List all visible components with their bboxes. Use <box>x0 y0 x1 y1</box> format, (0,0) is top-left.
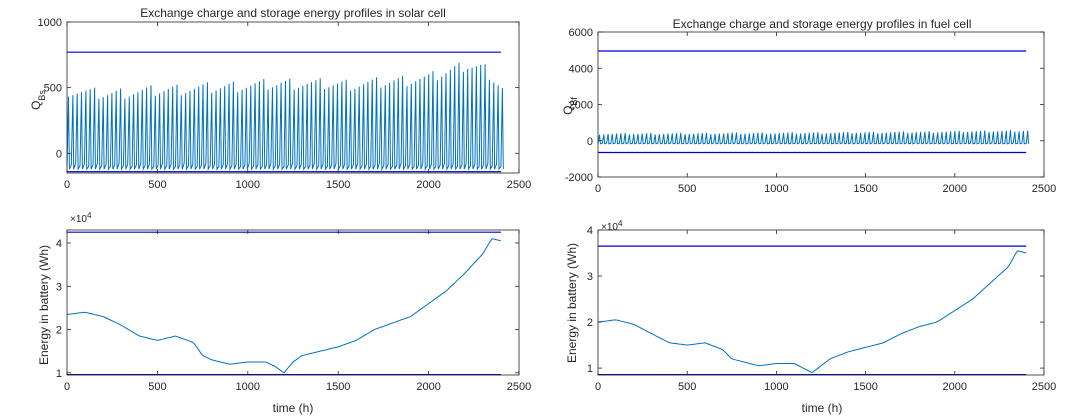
data-series <box>66 238 502 374</box>
x-axis-label: time (h) <box>802 401 843 415</box>
axes-frame <box>66 21 520 174</box>
y-axis-label: Energy in battery (Wh) <box>565 243 579 363</box>
x-tick-label: 500 <box>148 381 166 393</box>
axes-frame <box>597 229 1045 376</box>
x-tick-label: 2000 <box>943 183 967 195</box>
data-series <box>66 62 504 172</box>
x-tick-label: 1500 <box>853 183 877 195</box>
y-tick-label: 2000 <box>569 100 593 112</box>
x-tick-label: 1000 <box>764 381 788 393</box>
axis-ticks: 0 500 1000 1500 2000 2500 1 2 3 4 <box>587 225 1056 393</box>
y-tick-label: 2 <box>56 325 62 337</box>
y-tick-label: 4 <box>56 238 62 250</box>
y-tick-label: 3 <box>587 271 593 283</box>
x-tick-label: 1000 <box>764 183 788 195</box>
y-tick-label: 3 <box>56 281 62 293</box>
x-tick-label: 500 <box>678 183 696 195</box>
axes-frame <box>597 31 1045 178</box>
y-tick-label: 1 <box>587 363 593 375</box>
x-tick-label: 1000 <box>236 179 260 191</box>
x-tick-label: 2500 <box>1032 183 1056 195</box>
series-line <box>597 130 1029 145</box>
y-axis-label: QBs <box>29 90 47 110</box>
x-tick-label: 0 <box>595 381 601 393</box>
x-tick-label: 2000 <box>416 381 440 393</box>
y-tick-label: -2000 <box>565 172 593 184</box>
fuel-battery-energy-plot: ×104 Energy in battery (Wh) time (h) 0 50… <box>565 219 1056 416</box>
x-tick-label: 1500 <box>326 381 350 393</box>
exponent-label: ×104 <box>70 211 92 226</box>
x-tick-label: 0 <box>64 179 70 191</box>
x-tick-label: 1500 <box>853 381 877 393</box>
x-tick-label: 2500 <box>1032 381 1056 393</box>
x-tick-label: 2500 <box>507 381 531 393</box>
y-axis-label: QBf <box>561 97 579 115</box>
x-tick-label: 0 <box>595 183 601 195</box>
x-tick-label: 2000 <box>416 179 440 191</box>
y-tick-label: 1000 <box>38 17 62 29</box>
y-tick-label: 2 <box>587 317 593 329</box>
x-tick-label: 500 <box>148 179 166 191</box>
series-line <box>66 62 504 172</box>
y-tick-label: 1 <box>56 368 62 380</box>
x-tick-label: 2500 <box>507 179 531 191</box>
y-axis-label: Energy in battery (Wh) <box>37 245 51 365</box>
y-tick-label: 500 <box>44 83 62 95</box>
x-tick-label: 1000 <box>236 381 260 393</box>
y-tick-label: 6000 <box>569 27 593 39</box>
y-tick-label: 0 <box>587 136 593 148</box>
data-series <box>597 130 1029 145</box>
x-tick-label: 1500 <box>326 179 350 191</box>
axes-frame <box>66 229 520 376</box>
plot-title: Exchange charge and storage energy profi… <box>673 17 972 31</box>
data-series <box>597 250 1027 374</box>
series-line <box>597 250 1027 374</box>
fuel-exchange-charge-plot: Exchange charge and storage energy profi… <box>561 17 1056 195</box>
exponent-label: ×104 <box>601 219 623 234</box>
y-tick-label: 0 <box>56 148 62 160</box>
solar-battery-energy-plot: ×104 Energy in battery (Wh) time (h) 0 50… <box>37 211 531 416</box>
x-tick-label: 0 <box>64 381 70 393</box>
y-tick-label: 4 <box>587 225 593 237</box>
series-line <box>66 238 502 374</box>
limit-lines <box>598 50 1027 154</box>
x-axis-label: time (h) <box>273 401 314 415</box>
axis-ticks: 0 500 1000 1500 2000 2500 1 2 3 4 <box>56 230 531 393</box>
x-tick-label: 2000 <box>943 381 967 393</box>
solar-exchange-charge-plot: Exchange charge and storage energy profi… <box>29 6 531 191</box>
x-tick-label: 500 <box>678 381 696 393</box>
y-tick-label: 4000 <box>569 63 593 75</box>
plot-title: Exchange charge and storage energy profi… <box>140 6 446 20</box>
